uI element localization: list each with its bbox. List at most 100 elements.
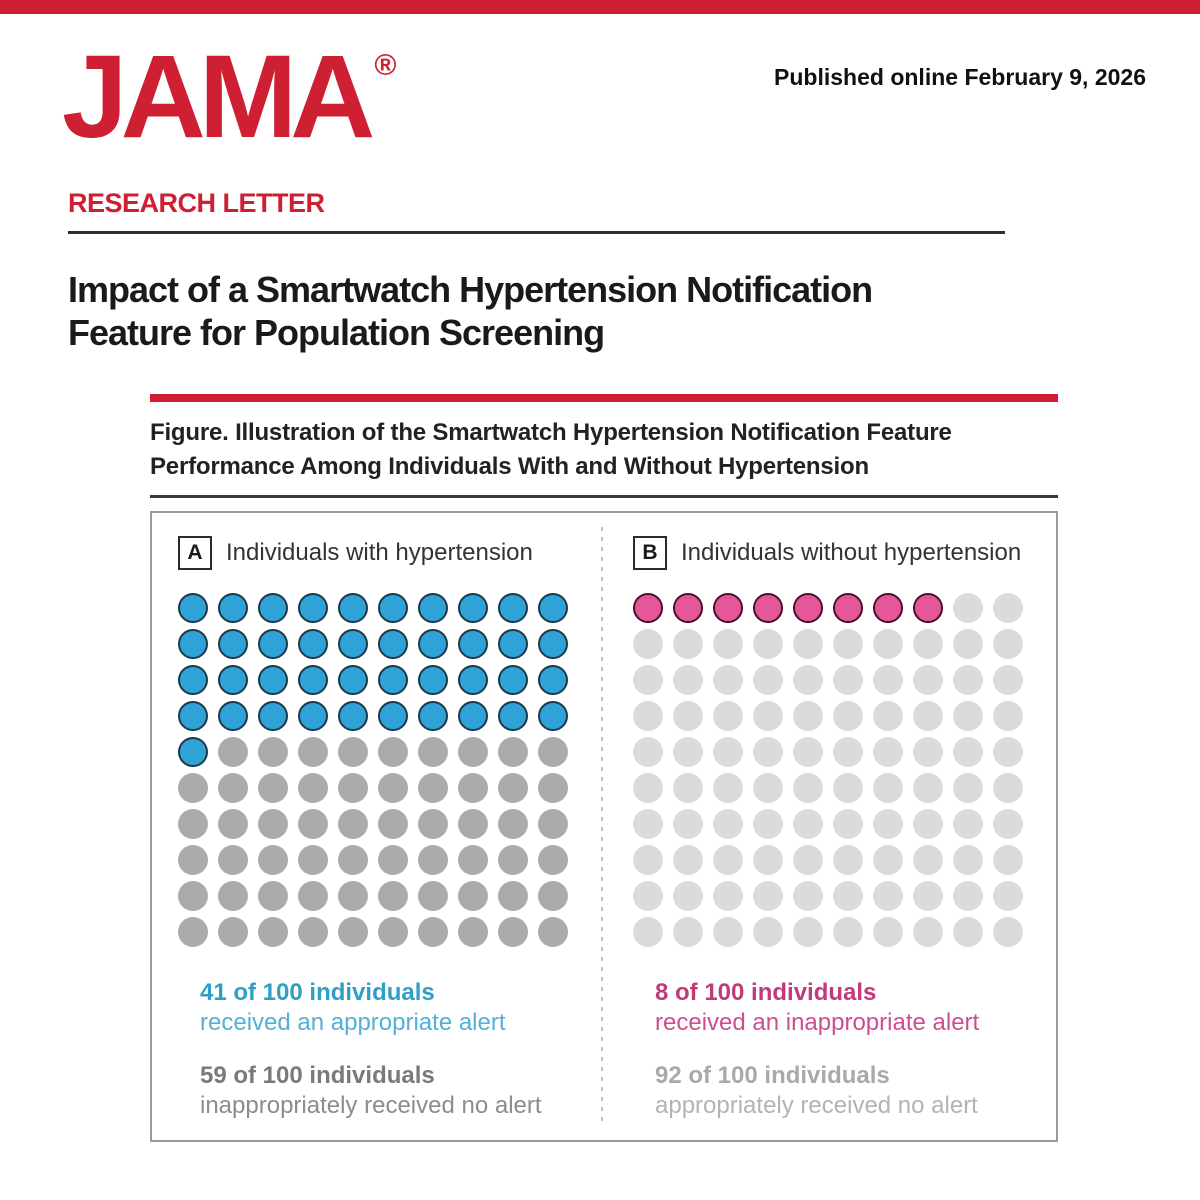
no-alert-dot bbox=[338, 808, 368, 839]
no-alert-dot bbox=[873, 844, 903, 875]
no-alert-dot bbox=[378, 736, 408, 767]
no-alert-dot bbox=[338, 880, 368, 911]
no-alert-dot bbox=[833, 736, 863, 767]
no-alert-dot bbox=[713, 700, 743, 731]
no-alert-dot bbox=[873, 772, 903, 803]
no-alert-dot bbox=[713, 664, 743, 695]
no-alert-dot bbox=[633, 628, 663, 659]
jama-logo-text: JAMA bbox=[62, 31, 375, 163]
no-alert-dot bbox=[178, 844, 208, 875]
no-alert-dot bbox=[993, 592, 1023, 623]
page: JAMA ® Published online February 9, 2026 … bbox=[0, 0, 1200, 1142]
no-alert-dot bbox=[378, 880, 408, 911]
no-alert-dot bbox=[833, 916, 863, 947]
figure-box: A Individuals with hypertension 41 of 10… bbox=[150, 510, 1058, 1142]
no-alert-dot bbox=[953, 628, 983, 659]
no-alert-dot bbox=[913, 736, 943, 767]
appropriate-alert-dot bbox=[178, 628, 208, 659]
appropriate-alert-dot bbox=[378, 628, 408, 659]
no-alert-dot bbox=[498, 844, 528, 875]
no-alert-dot bbox=[993, 700, 1023, 731]
no-alert-dot bbox=[793, 916, 823, 947]
panel-a-stat-not-alerted: 59 of 100 individuals inappropriately re… bbox=[200, 1060, 601, 1121]
appropriate-alert-dot bbox=[218, 664, 248, 695]
inappropriate-alert-dot bbox=[753, 592, 783, 623]
no-alert-dot bbox=[873, 664, 903, 695]
no-alert-dot bbox=[178, 880, 208, 911]
no-alert-dot bbox=[538, 844, 568, 875]
no-alert-dot bbox=[258, 772, 288, 803]
no-alert-dot bbox=[378, 844, 408, 875]
no-alert-dot bbox=[538, 880, 568, 911]
appropriate-alert-dot bbox=[178, 700, 208, 731]
no-alert-dot bbox=[953, 772, 983, 803]
panel-b-title: Individuals without hypertension bbox=[681, 538, 1022, 566]
jama-logo: JAMA ® bbox=[62, 38, 396, 156]
figure-caption: Figure. Illustration of the Smartwatch H… bbox=[150, 416, 1058, 484]
no-alert-dot bbox=[833, 880, 863, 911]
no-alert-dot bbox=[873, 700, 903, 731]
panel-a-key: A bbox=[178, 535, 212, 570]
no-alert-dot bbox=[953, 592, 983, 623]
article-title-line2: Feature for Population Screening bbox=[68, 312, 605, 354]
no-alert-dot bbox=[458, 880, 488, 911]
no-alert-dot bbox=[418, 808, 448, 839]
inappropriate-alert-dot bbox=[793, 592, 823, 623]
appropriate-alert-dot bbox=[178, 664, 208, 695]
panel-b-stat-alerted-headline: 8 of 100 individuals bbox=[655, 978, 877, 1006]
no-alert-dot bbox=[753, 628, 783, 659]
no-alert-dot bbox=[913, 700, 943, 731]
no-alert-dot bbox=[218, 916, 248, 947]
appropriate-alert-dot bbox=[538, 628, 568, 659]
no-alert-dot bbox=[298, 808, 328, 839]
no-alert-dot bbox=[953, 700, 983, 731]
panel-a-header: A Individuals with hypertension bbox=[178, 535, 601, 571]
no-alert-dot bbox=[833, 700, 863, 731]
appropriate-alert-dot bbox=[378, 664, 408, 695]
appropriate-alert-dot bbox=[218, 592, 248, 623]
no-alert-dot bbox=[873, 880, 903, 911]
panel-b-key: B bbox=[633, 535, 667, 570]
panel-divider bbox=[601, 526, 603, 1126]
no-alert-dot bbox=[673, 772, 703, 803]
appropriate-alert-dot bbox=[298, 628, 328, 659]
no-alert-dot bbox=[953, 916, 983, 947]
inappropriate-alert-dot bbox=[833, 592, 863, 623]
panel-a: A Individuals with hypertension 41 of 10… bbox=[152, 513, 601, 1140]
no-alert-dot bbox=[673, 736, 703, 767]
appropriate-alert-dot bbox=[418, 700, 448, 731]
no-alert-dot bbox=[298, 736, 328, 767]
no-alert-dot bbox=[258, 916, 288, 947]
no-alert-dot bbox=[498, 808, 528, 839]
no-alert-dot bbox=[178, 772, 208, 803]
appropriate-alert-dot bbox=[458, 628, 488, 659]
no-alert-dot bbox=[498, 772, 528, 803]
no-alert-dot bbox=[833, 772, 863, 803]
inappropriate-alert-dot bbox=[673, 592, 703, 623]
appropriate-alert-dot bbox=[498, 628, 528, 659]
no-alert-dot bbox=[753, 736, 783, 767]
appropriate-alert-dot bbox=[258, 592, 288, 623]
no-alert-dot bbox=[793, 736, 823, 767]
panel-b-header: B Individuals without hypertension bbox=[633, 535, 1056, 571]
no-alert-dot bbox=[913, 916, 943, 947]
no-alert-dot bbox=[538, 772, 568, 803]
appropriate-alert-dot bbox=[458, 700, 488, 731]
no-alert-dot bbox=[873, 916, 903, 947]
no-alert-dot bbox=[753, 808, 783, 839]
panel-a-dot-grid bbox=[178, 592, 568, 947]
figure-caption-line1: Figure. Illustration of the Smartwatch H… bbox=[150, 419, 952, 447]
inappropriate-alert-dot bbox=[913, 592, 943, 623]
no-alert-dot bbox=[713, 736, 743, 767]
figure-caption-line2: Performance Among Individuals With and W… bbox=[150, 453, 869, 481]
no-alert-dot bbox=[418, 880, 448, 911]
panel-b-stats: 8 of 100 individuals received an inappro… bbox=[655, 977, 1056, 1121]
no-alert-dot bbox=[298, 880, 328, 911]
appropriate-alert-dot bbox=[178, 592, 208, 623]
no-alert-dot bbox=[913, 808, 943, 839]
panel-a-stat-alerted: 41 of 100 individuals received an approp… bbox=[200, 977, 601, 1038]
no-alert-dot bbox=[713, 880, 743, 911]
no-alert-dot bbox=[793, 880, 823, 911]
no-alert-dot bbox=[673, 664, 703, 695]
appropriate-alert-dot bbox=[498, 664, 528, 695]
